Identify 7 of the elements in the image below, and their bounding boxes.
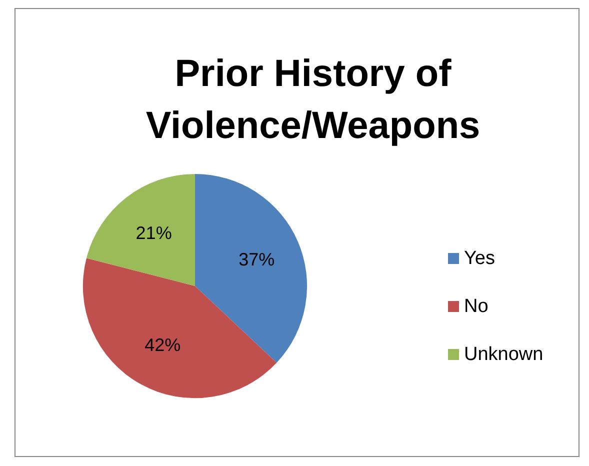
chart-title: Prior History of Violence/Weapons bbox=[146, 53, 480, 147]
data-label: 42% bbox=[144, 334, 181, 355]
legend-label: Unknown bbox=[464, 344, 544, 365]
data-label: 37% bbox=[238, 249, 275, 270]
legend-label: No bbox=[464, 296, 488, 317]
data-label: 21% bbox=[136, 222, 172, 243]
legend-label: Yes bbox=[464, 248, 495, 269]
